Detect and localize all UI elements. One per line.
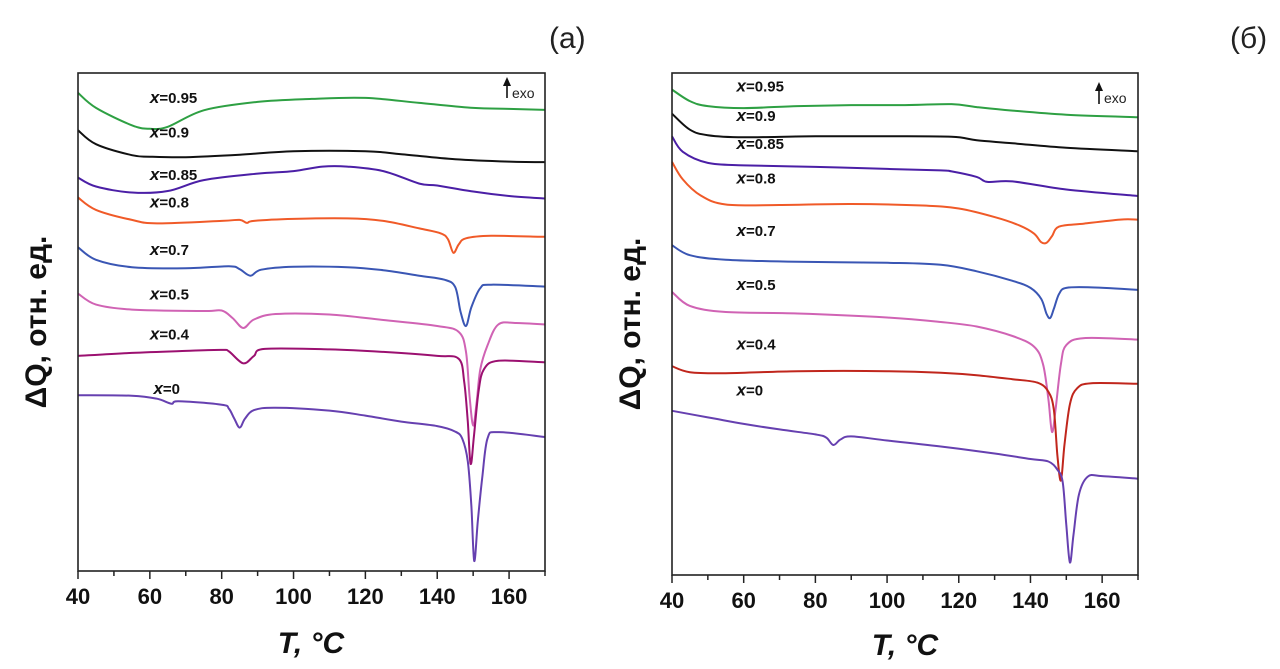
panel-b-exo-label: exo: [1104, 90, 1127, 106]
panel-a-exo-label: exo: [512, 85, 535, 101]
panel-b-label: (б): [1230, 22, 1267, 55]
panel-a-series-line-x-0-8: [77, 196, 546, 254]
panel-b-series-line-x-0-9: [671, 112, 1139, 153]
panel-b-y-axis-title: ΔQ, отн. ед.: [614, 238, 647, 411]
panel-a-series-label: x=0.5: [149, 285, 189, 304]
panel-a-series-labels: x=0.95 x=0.9 x=0.85 x=0.8 x=0.7 x=0.5 x=0.4 x=0: [149, 88, 197, 398]
panel-a-x-tick-label: 160: [491, 584, 528, 609]
panel-b-series-line-x-0-4: [671, 365, 1139, 482]
panel-b-series-label: x=0: [736, 380, 764, 399]
panel-b-series-labels: x=0.95 x=0.9 x=0.85 x=0.8 x=0.7 x=0.5 x=0.4 x=0: [736, 77, 784, 400]
panel-b-series-label: x=0.85: [736, 134, 784, 153]
panel-b-x-tick-label: 60: [731, 588, 755, 613]
panel-a-series-line-x-0-95: [77, 92, 546, 131]
panel-b-series-line-x-0-5: [671, 291, 1139, 433]
panel-a-x-tick-label: 140: [419, 584, 456, 609]
panel-a-series-line-x-0-7: [77, 246, 546, 327]
panel-a: (a) ΔQ, отн. ед. T, °C 40 60 80 100 120 140 16…: [20, 22, 586, 660]
panel-b-x-axis-title: T, °C: [872, 629, 940, 662]
panel-a-series-line-x-0-85: [77, 165, 546, 200]
panel-b-series-label: x=0.7: [736, 221, 776, 240]
panel-a-series-label: x=0: [152, 379, 180, 398]
panel-b-series-label: x=0.8: [736, 168, 776, 187]
panel-b: (б) ΔQ, отн. ед. T, °C 40 60 80 100 120 140 16…: [614, 22, 1267, 662]
panel-b-series-line-x-0: [671, 409, 1139, 564]
panel-b-x-tick-label: 160: [1084, 588, 1121, 613]
panel-b-x-tick-label: 40: [660, 588, 684, 613]
panel-a-exo-indicator: exo: [503, 77, 535, 101]
panel-a-x-tick-label: 120: [347, 584, 384, 609]
panel-a-x-axis-title: T, °C: [278, 627, 346, 660]
panel-b-series-label: x=0.4: [736, 335, 777, 354]
panel-a-series-label: x=0.85: [149, 165, 197, 184]
panel-a-x-tick-label: 60: [138, 584, 162, 609]
panel-a-x-tick-label: 40: [66, 584, 90, 609]
panel-a-x-ticks: 40 60 80 100 120 140 160: [66, 571, 546, 609]
panel-a-series-line-x-0-5: [77, 292, 546, 427]
panel-b-x-ticks: 40 60 80 100 120 140 160: [660, 575, 1139, 613]
panel-b-x-tick-label: 100: [869, 588, 906, 613]
panel-b-series-line-x-0-8: [671, 161, 1139, 245]
panel-b-x-tick-label: 140: [1012, 588, 1049, 613]
panel-a-x-tick-label: 80: [209, 584, 233, 609]
panel-b-series-line-x-0-95: [671, 88, 1139, 119]
panel-a-series-line-x-0: [77, 394, 546, 563]
panel-a-series-label: x=0.4: [149, 324, 190, 343]
panel-b-series-label: x=0.95: [736, 77, 784, 96]
panel-b-series-line-x-0-7: [671, 244, 1139, 320]
exo-arrowhead-icon: [503, 77, 511, 86]
panel-a-series-label: x=0.8: [149, 192, 189, 211]
panel-b-exo-indicator: exo: [1095, 82, 1127, 106]
panel-a-frame: [77, 72, 546, 572]
panel-a-series-label: x=0.7: [149, 240, 189, 259]
panel-b-series-label: x=0.5: [736, 275, 776, 294]
panel-a-series-line-x-0-9: [77, 129, 546, 164]
panel-a-series-line-x-0-4: [77, 347, 546, 465]
panel-a-series-label: x=0.9: [149, 123, 189, 142]
panel-b-series-label: x=0.9: [736, 106, 776, 125]
panel-b-x-tick-label: 120: [940, 588, 977, 613]
panel-a-series-label: x=0.95: [149, 88, 197, 107]
panel-a-curves: [77, 92, 546, 563]
panel-b-series-line-x-0-85: [671, 135, 1139, 197]
panel-b-curves: [671, 88, 1139, 564]
panel-a-y-axis-title: ΔQ, отн. ед.: [20, 236, 53, 409]
panel-b-frame: [671, 72, 1139, 576]
panel-a-label: (a): [549, 22, 586, 55]
panel-b-x-tick-label: 80: [803, 588, 827, 613]
exo-arrowhead-icon: [1095, 82, 1103, 91]
panel-a-x-tick-label: 100: [275, 584, 312, 609]
